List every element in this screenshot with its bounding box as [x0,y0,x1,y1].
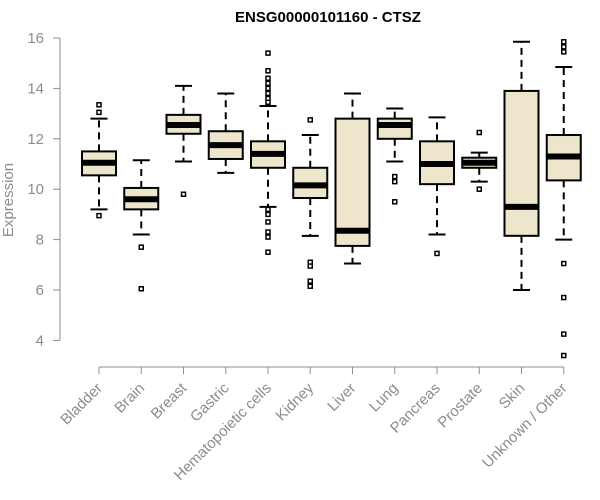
outlier-point [307,117,313,123]
y-tick-label: 16 [27,30,44,47]
box-hematopoietic-cells [250,50,286,255]
box-lung [376,107,413,205]
y-tick-label: 10 [27,181,44,198]
outlier-point [96,212,102,219]
x-tick-label: Prostate [435,380,487,432]
outlier-point [265,90,271,97]
outlier-point [307,283,313,289]
outlier-point [96,102,102,108]
box-unknown-other [545,39,582,359]
box-kidney [292,117,329,289]
iqr-box [376,117,413,140]
y-tick-label: 12 [27,131,44,148]
y-tick-label: 4 [36,332,44,349]
outlier-point [392,178,398,185]
box-breast [165,84,202,197]
outlier-point [561,294,567,301]
outlier-point [138,285,144,292]
outlier-point [561,49,567,55]
outlier-point [265,249,271,255]
outlier-point [265,219,271,225]
outlier-point [265,206,271,213]
outlier-point [96,109,102,116]
outlier-point [265,85,271,92]
chart-title: ENSG00000101160 - CTSZ [235,9,421,26]
y-tick-label: 14 [27,80,44,97]
outlier-point [561,260,567,267]
x-tick-label: Liver [324,380,359,415]
box-skin [503,40,540,291]
outlier-point [265,80,271,87]
outlier-point [561,39,567,45]
iqr-box [503,89,540,237]
outlier-point [265,50,271,56]
outlier-point [307,263,313,269]
x-tick-label: Skin [496,380,529,413]
outlier-point [392,199,398,205]
y-tick-label: 6 [36,282,44,299]
outlier-point [392,173,398,180]
outlier-point [561,331,567,337]
outlier-point [265,229,271,235]
outlier-point [180,191,187,197]
outlier-point [561,352,567,359]
x-tick-label: Bladder [57,380,106,429]
outlier-point [265,99,271,106]
outlier-point [265,68,271,74]
x-tick-label: Lung [366,380,402,416]
box-gastric [207,92,244,174]
y-axis: 4 6 8 10 12 14 16 [27,30,61,349]
box-pancreas [419,116,455,257]
box-prostate [461,129,498,192]
outlier-point [265,211,271,218]
x-tick-label: Kidney [273,379,318,424]
outlier-point [476,129,482,136]
box-series [81,39,582,359]
x-tick-label: Brain [111,380,148,417]
outlier-point [265,75,271,82]
outlier-point [561,44,567,50]
outlier-point [476,186,482,192]
y-axis-label: Expression [0,163,17,237]
outlier-point [434,250,440,257]
outlier-point [307,278,313,284]
iqr-box [334,117,371,247]
x-tick-label: Breast [148,379,191,422]
outlier-point [265,234,271,240]
outlier-point [138,244,144,250]
y-tick-label: 8 [36,232,44,249]
box-brain [123,159,160,292]
box-bladder [81,102,117,219]
box-liver [334,92,371,265]
